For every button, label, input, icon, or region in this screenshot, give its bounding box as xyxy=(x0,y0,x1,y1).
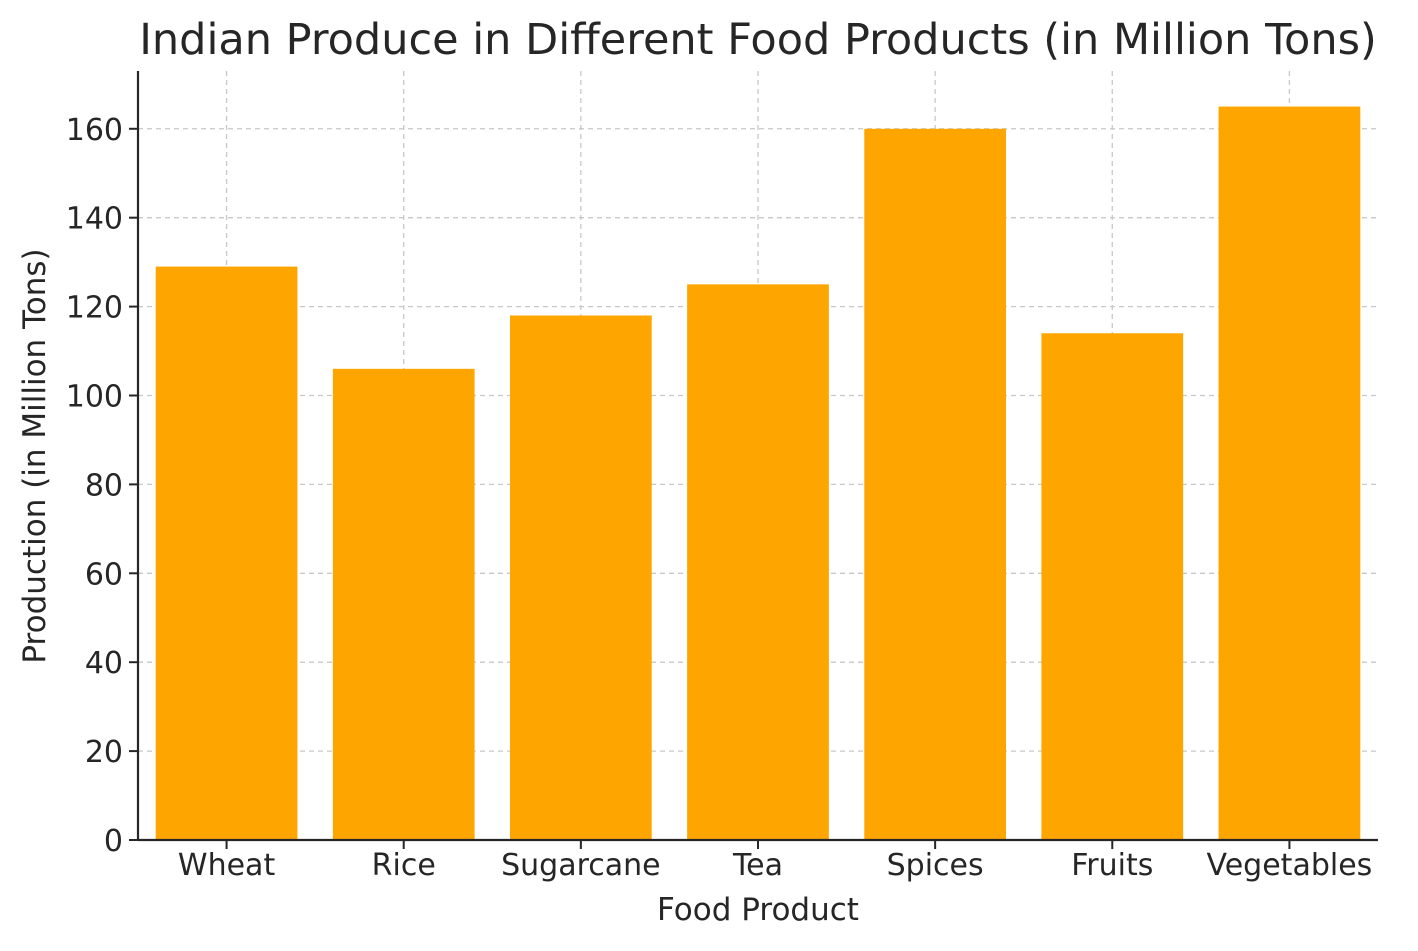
chart-title: Indian Produce in Different Food Product… xyxy=(139,15,1377,65)
x-tick-label: Tea xyxy=(732,848,783,883)
x-tick-label: Spices xyxy=(887,848,984,883)
y-tick-label: 0 xyxy=(104,824,123,859)
bars xyxy=(155,106,1361,841)
y-tick-label: 80 xyxy=(85,468,123,503)
bar-tea xyxy=(687,284,829,841)
bar-sugarcane xyxy=(510,315,652,841)
y-axis-label: Production (in Million Tons) xyxy=(17,248,53,663)
x-tick-label: Sugarcane xyxy=(501,848,661,883)
x-tick-label: Wheat xyxy=(178,848,276,883)
y-tick-label: 100 xyxy=(66,379,123,414)
y-tick-label: 160 xyxy=(66,113,123,148)
y-tick-label: 20 xyxy=(85,735,123,770)
bar-wheat xyxy=(155,266,298,840)
x-tick-label: Rice xyxy=(372,848,436,883)
bar-fruits xyxy=(1041,333,1184,840)
y-tick-label: 40 xyxy=(85,646,123,681)
y-tick-label: 120 xyxy=(66,291,123,326)
y-tick-label: 140 xyxy=(66,202,123,237)
bar-spices xyxy=(864,128,1006,840)
tick-labels: 0 20 40 60 80 100 120 140 160 Wheat Rice Sugarcane T… xyxy=(66,113,1373,883)
x-axis-label: Food Product xyxy=(657,892,859,928)
bar-vegetables xyxy=(1218,106,1361,841)
y-tick-label: 60 xyxy=(85,557,123,592)
x-tick-label: Vegetables xyxy=(1207,848,1373,883)
x-tick-label: Fruits xyxy=(1071,848,1153,883)
axes xyxy=(129,71,1378,849)
bar-rice xyxy=(332,368,475,840)
